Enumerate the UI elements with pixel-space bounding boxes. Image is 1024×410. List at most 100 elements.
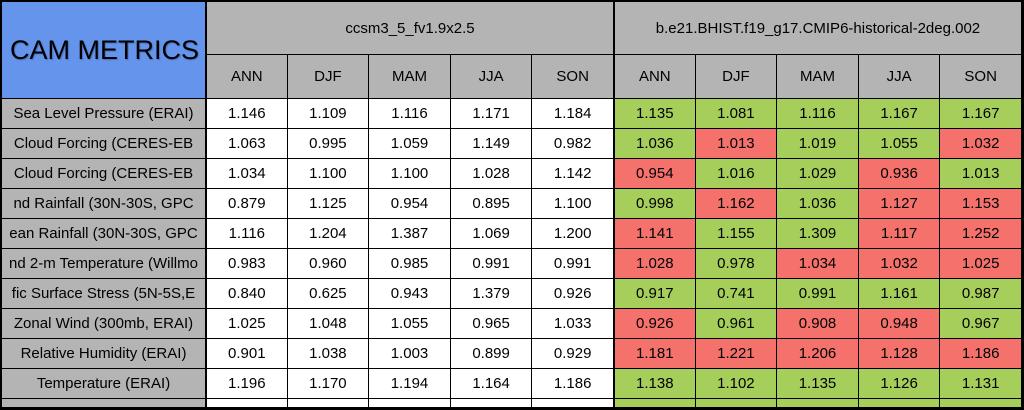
model2-value-cell: 1.161 bbox=[858, 279, 941, 309]
model2-value-cell: 0.917 bbox=[613, 279, 696, 309]
model1-value-cell: 1.116 bbox=[206, 219, 288, 249]
model2-value-cell: 1.019 bbox=[777, 129, 859, 159]
model2-value-cell: 0.991 bbox=[777, 279, 859, 309]
model2-value-cell: 0.987 bbox=[940, 279, 1022, 309]
row-label: Sea Level Pressure (ERAI) bbox=[2, 99, 206, 129]
model2-value-cell: 1.221 bbox=[695, 339, 778, 369]
model1-value-cell: 0.943 bbox=[369, 279, 451, 309]
model2-value-cell-partial bbox=[613, 399, 696, 408]
model1-value-cell: 1.028 bbox=[450, 159, 533, 189]
row-label: Cloud Forcing (CERES-EB bbox=[2, 159, 206, 189]
model1-group-header: ccsm3_5_fv1.9x2.5 bbox=[206, 2, 614, 55]
model2-value-cell: 1.025 bbox=[940, 249, 1022, 279]
model1-value-cell: 1.171 bbox=[450, 99, 533, 129]
model1-value-cell: 0.926 bbox=[532, 279, 614, 309]
model2-value-cell: 1.081 bbox=[695, 99, 778, 129]
model1-value-cell: 1.186 bbox=[532, 369, 614, 399]
season-header: DJF bbox=[287, 55, 370, 99]
model2-value-cell: 1.135 bbox=[613, 99, 696, 129]
season-header: DJF bbox=[695, 55, 778, 99]
model1-value-cell: 1.379 bbox=[450, 279, 533, 309]
model1-value-cell: 1.200 bbox=[532, 219, 614, 249]
model2-value-cell: 1.141 bbox=[613, 219, 696, 249]
model1-value-cell: 1.387 bbox=[369, 219, 451, 249]
model2-value-cell: 1.186 bbox=[940, 339, 1022, 369]
model2-value-cell: 1.309 bbox=[777, 219, 859, 249]
model1-value-cell: 1.059 bbox=[369, 129, 451, 159]
model2-value-cell: 1.032 bbox=[940, 129, 1022, 159]
model2-value-cell: 1.128 bbox=[858, 339, 941, 369]
model2-value-cell: 1.155 bbox=[695, 219, 778, 249]
model1-value-cell: 1.038 bbox=[287, 339, 370, 369]
model2-value-cell-partial bbox=[858, 399, 941, 408]
season-header: MAM bbox=[369, 55, 451, 99]
model1-value-cell: 1.142 bbox=[532, 159, 614, 189]
model2-value-cell: 0.908 bbox=[777, 309, 859, 339]
model2-value-cell: 1.252 bbox=[940, 219, 1022, 249]
model2-value-cell: 0.978 bbox=[695, 249, 778, 279]
model2-value-cell: 1.116 bbox=[777, 99, 859, 129]
model1-value-cell-partial bbox=[206, 399, 288, 408]
season-header: SON bbox=[940, 55, 1022, 99]
model2-value-cell: 0.948 bbox=[858, 309, 941, 339]
model2-value-cell: 0.998 bbox=[613, 189, 696, 219]
model1-value-cell: 1.149 bbox=[450, 129, 533, 159]
model2-value-cell: 1.028 bbox=[613, 249, 696, 279]
row-label: nd Rainfall (30N-30S, GPC bbox=[2, 189, 206, 219]
model1-value-cell: 1.109 bbox=[287, 99, 370, 129]
model2-value-cell-partial bbox=[940, 399, 1022, 408]
season-header: JJA bbox=[450, 55, 533, 99]
row-label: Cloud Forcing (CERES-EB bbox=[2, 129, 206, 159]
row-label: Zonal Wind (300mb, ERAI) bbox=[2, 309, 206, 339]
model1-value-cell: 1.063 bbox=[206, 129, 288, 159]
row-label-partial bbox=[2, 399, 206, 408]
model2-value-cell: 0.961 bbox=[695, 309, 778, 339]
season-header: ANN bbox=[613, 55, 696, 99]
model1-value-cell: 0.991 bbox=[450, 249, 533, 279]
model1-value-cell: 1.025 bbox=[206, 309, 288, 339]
model1-value-cell-partial bbox=[369, 399, 451, 408]
model1-value-cell: 0.901 bbox=[206, 339, 288, 369]
model1-value-cell: 0.985 bbox=[369, 249, 451, 279]
model2-value-cell: 1.153 bbox=[940, 189, 1022, 219]
model2-value-cell: 1.167 bbox=[940, 99, 1022, 129]
model1-value-cell: 1.204 bbox=[287, 219, 370, 249]
model2-value-cell: 1.138 bbox=[613, 369, 696, 399]
model2-value-cell: 1.117 bbox=[858, 219, 941, 249]
model2-value-cell: 1.016 bbox=[695, 159, 778, 189]
model1-value-cell-partial bbox=[532, 399, 614, 408]
model2-value-cell: 1.013 bbox=[695, 129, 778, 159]
model2-value-cell-partial bbox=[695, 399, 778, 408]
model2-group-header: b.e21.BHIST.f19_g17.CMIP6-historical-2de… bbox=[613, 2, 1022, 55]
model2-value-cell: 0.926 bbox=[613, 309, 696, 339]
model1-value-cell: 1.116 bbox=[369, 99, 451, 129]
model2-value-cell: 1.029 bbox=[777, 159, 859, 189]
model2-value-cell: 1.181 bbox=[613, 339, 696, 369]
row-label: fic Surface Stress (5N-5S,E bbox=[2, 279, 206, 309]
model1-value-cell: 0.899 bbox=[450, 339, 533, 369]
model1-value-cell: 0.879 bbox=[206, 189, 288, 219]
model1-value-cell: 1.034 bbox=[206, 159, 288, 189]
model1-value-cell: 0.625 bbox=[287, 279, 370, 309]
model2-value-cell: 1.036 bbox=[777, 189, 859, 219]
model2-value-cell: 1.102 bbox=[695, 369, 778, 399]
model1-value-cell: 1.100 bbox=[287, 159, 370, 189]
model2-value-cell: 1.135 bbox=[777, 369, 859, 399]
model2-value-cell: 1.013 bbox=[940, 159, 1022, 189]
model1-value-cell: 1.184 bbox=[532, 99, 614, 129]
model2-value-cell: 1.032 bbox=[858, 249, 941, 279]
model1-value-cell: 1.146 bbox=[206, 99, 288, 129]
model1-value-cell: 1.055 bbox=[369, 309, 451, 339]
row-label: Temperature (ERAI) bbox=[2, 369, 206, 399]
model1-value-cell: 1.170 bbox=[287, 369, 370, 399]
model1-value-cell: 0.840 bbox=[206, 279, 288, 309]
model1-value-cell: 0.929 bbox=[532, 339, 614, 369]
model1-value-cell: 1.100 bbox=[532, 189, 614, 219]
model2-value-cell: 1.055 bbox=[858, 129, 941, 159]
model1-value-cell: 0.983 bbox=[206, 249, 288, 279]
season-header: JJA bbox=[858, 55, 941, 99]
table-title: CAM METRICS bbox=[2, 2, 206, 99]
model1-value-cell: 0.965 bbox=[450, 309, 533, 339]
row-label: ean Rainfall (30N-30S, GPC bbox=[2, 219, 206, 249]
